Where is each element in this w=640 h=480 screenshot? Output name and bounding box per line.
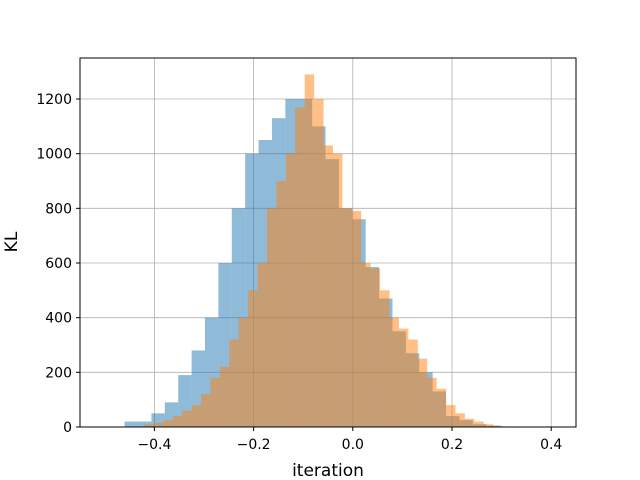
histogram-bar — [172, 416, 183, 427]
histogram-bar — [295, 107, 305, 427]
histogram-bar — [474, 421, 484, 427]
histogram-bar — [436, 388, 447, 427]
histogram-bar — [266, 208, 277, 427]
histogram-bar — [361, 263, 371, 427]
histogram-bar — [417, 358, 428, 427]
x-tick-label: 0.4 — [540, 437, 562, 453]
y-tick-label: 1000 — [36, 147, 72, 163]
histogram-bar — [124, 421, 139, 427]
histogram-bar — [153, 422, 164, 427]
histogram-bar — [191, 405, 202, 427]
histogram-bar — [219, 366, 230, 427]
histogram-bar — [257, 263, 267, 427]
histogram-bar — [493, 425, 503, 427]
histogram-bar — [332, 153, 343, 427]
histogram-bar — [210, 377, 220, 427]
y-tick-label: 0 — [63, 420, 72, 436]
y-tick-label: 800 — [45, 201, 72, 217]
histogram-bar — [398, 328, 409, 427]
histogram-bar — [351, 211, 362, 427]
histogram-bar — [201, 394, 211, 427]
histogram-bars — [124, 74, 527, 428]
histogram-bar — [380, 290, 390, 427]
histogram-bar — [370, 268, 381, 427]
histogram-bar — [276, 181, 286, 427]
axis-ticks: −0.4 −0.2 0.0 0.2 0.4 0 200 400 600 800 1000 1200 — [36, 92, 562, 453]
x-tick-label: −0.2 — [237, 437, 271, 453]
y-tick-label: 200 — [45, 365, 72, 381]
histogram-bar — [144, 424, 154, 427]
histogram-bar — [389, 317, 399, 427]
series-1-bars — [144, 74, 503, 428]
histogram-bar — [455, 413, 465, 427]
x-tick-label: 0.0 — [342, 437, 364, 453]
x-tick-label: 0.2 — [441, 437, 463, 453]
histogram-bar — [323, 145, 333, 427]
histogram-bar — [464, 418, 475, 427]
x-tick-label: −0.4 — [137, 437, 171, 453]
y-tick-label: 1200 — [36, 92, 72, 108]
histogram-bar — [408, 339, 418, 427]
x-axis-label: iteration — [292, 461, 364, 480]
plot-frame — [79, 57, 577, 428]
y-tick-label: 600 — [45, 256, 72, 272]
histogram-bar — [427, 377, 437, 427]
histogram-bar — [285, 153, 296, 427]
histogram-bar — [483, 424, 494, 427]
histogram-bar — [446, 405, 456, 427]
y-axis-label: KL — [2, 231, 22, 252]
y-tick-label: 400 — [45, 311, 72, 327]
histogram-bar — [314, 99, 324, 427]
histogram-bar — [182, 410, 192, 427]
histogram-bar — [304, 74, 315, 428]
histogram-bar — [229, 339, 239, 427]
histogram-bar — [248, 290, 258, 427]
histogram-bar — [163, 420, 173, 427]
histogram-bar — [342, 208, 352, 427]
histogram-bar — [238, 317, 249, 427]
